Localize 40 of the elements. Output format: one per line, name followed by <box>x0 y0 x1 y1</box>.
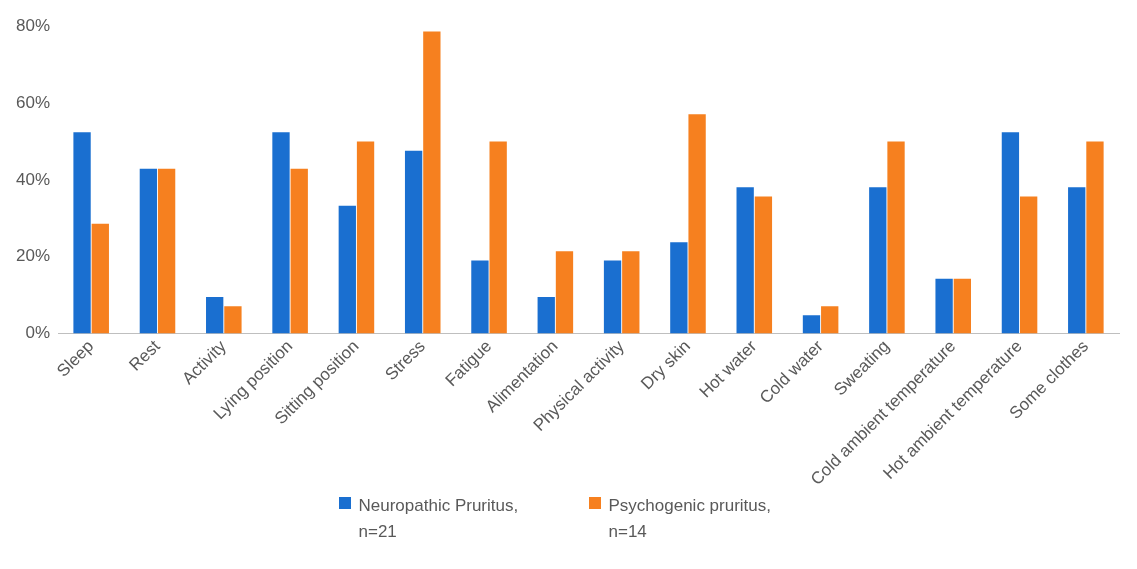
y-tick-label: 0% <box>25 323 51 343</box>
bar <box>338 205 356 334</box>
bar <box>224 306 242 334</box>
bar <box>1086 141 1104 334</box>
bar <box>290 168 308 334</box>
bar <box>356 141 375 334</box>
x-tick-label: Dry skin <box>637 336 695 394</box>
y-tick-label: 40% <box>15 169 51 189</box>
bar <box>1001 132 1020 334</box>
y-tick-label: 80% <box>15 15 51 35</box>
bar <box>622 251 640 334</box>
bar <box>272 132 290 334</box>
bar <box>821 306 839 334</box>
bar <box>887 141 905 334</box>
y-tick-label: 60% <box>15 92 51 112</box>
bar <box>754 196 773 334</box>
bar <box>471 260 489 334</box>
legend-label: Neuropathic Pruritus, n=21 <box>358 495 520 543</box>
legend-label: Psychogenic pruritus, n=14 <box>608 495 773 543</box>
bar <box>1019 196 1038 334</box>
bar <box>688 114 706 334</box>
bar <box>206 297 224 334</box>
bar <box>603 260 622 334</box>
bar <box>139 168 158 334</box>
bar <box>157 168 176 334</box>
bar <box>404 150 423 334</box>
bar <box>1068 187 1086 334</box>
bar <box>935 278 953 334</box>
bar <box>736 187 754 334</box>
bar <box>802 315 821 334</box>
bar <box>670 242 688 334</box>
bar <box>555 251 574 334</box>
bar <box>73 132 91 334</box>
y-tick-label: 20% <box>15 246 51 266</box>
bar <box>869 187 887 334</box>
bar <box>537 297 555 334</box>
bar <box>953 278 971 334</box>
bar <box>489 141 507 334</box>
bar <box>423 31 441 334</box>
bar <box>91 223 109 334</box>
